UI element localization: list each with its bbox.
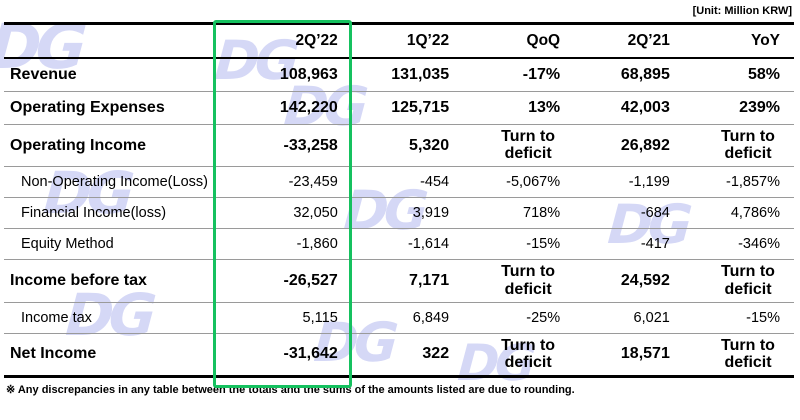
column-header-2q21: 2Q’21	[574, 23, 684, 59]
value-cell: Turn to deficit	[501, 336, 556, 371]
value-cell: 5,115	[302, 309, 338, 326]
table-row-operating-expenses: Operating Expenses 142,220 125,715 13% 4…	[4, 92, 794, 125]
column-header-blank	[4, 23, 222, 59]
value-cell: 125,715	[391, 99, 450, 116]
table-row-revenue: Revenue 108,963 131,035 -17% 68,895 58%	[4, 58, 794, 92]
header-row: 2Q’22 1Q’22 QoQ 2Q’21 YoY	[4, 23, 794, 59]
row-label: Equity Method	[21, 236, 114, 253]
value-cell: -15%	[526, 236, 561, 253]
value-cell: Turn to deficit	[721, 263, 775, 298]
unit-label: [Unit: Million KRW]	[692, 5, 792, 17]
table-row-income-tax: Income tax 5,115 6,849 -25% 6,021 -15%	[4, 302, 794, 334]
value-cell: -25%	[526, 309, 561, 326]
value-cell: -1,860	[296, 236, 338, 253]
value-cell: -26,527	[283, 271, 338, 289]
row-label: Net Income	[10, 345, 97, 363]
value-cell: 13%	[528, 99, 561, 116]
table-row-operating-income: Operating Income -33,258 5,320 Turn to d…	[4, 125, 794, 167]
row-label: Operating Income	[10, 136, 147, 154]
value-cell: 108,963	[279, 66, 338, 83]
row-label: Revenue	[10, 66, 77, 83]
value-cell: 68,895	[620, 66, 670, 83]
value-cell: 6,849	[412, 309, 450, 326]
column-header-2q22: 2Q’22	[221, 23, 352, 59]
value-cell: 4,786%	[730, 205, 780, 222]
row-label: Non-Operating Income(Loss)	[21, 174, 208, 191]
value-cell: 6,021	[633, 309, 670, 326]
value-cell: Turn to deficit	[501, 128, 556, 163]
value-cell: -33,258	[283, 136, 338, 154]
value-cell: 131,035	[391, 66, 450, 83]
value-cell: 5,320	[409, 136, 450, 154]
table-row-net-income: Net Income -31,642 322 Turn to deficit 1…	[4, 333, 794, 377]
value-cell: -1,614	[407, 236, 450, 253]
row-label: Income before tax	[10, 271, 147, 289]
table-row-income-before-tax: Income before tax -26,527 7,171 Turn to …	[4, 260, 794, 303]
value-cell: -5,067%	[506, 174, 561, 191]
value-cell: 142,220	[279, 99, 338, 116]
value-cell: -684	[640, 205, 670, 222]
table-row-financial-income: Financial Income(loss) 32,050 3,919 718%…	[4, 198, 794, 229]
value-cell: 24,592	[620, 271, 670, 289]
value-cell: -417	[640, 236, 670, 253]
value-cell: 7,171	[409, 271, 450, 289]
value-cell: Turn to deficit	[501, 263, 556, 298]
row-label: Income tax	[21, 309, 92, 326]
value-cell: -1,857%	[725, 174, 780, 191]
row-label: Operating Expenses	[10, 99, 165, 116]
value-cell: -454	[420, 174, 450, 191]
value-cell: 718%	[523, 205, 561, 222]
quarterly-results-table: 2Q’22 1Q’22 QoQ 2Q’21 YoY Revenue 108,96…	[4, 22, 794, 378]
column-header-yoy: YoY	[683, 23, 794, 59]
value-cell: Turn to deficit	[721, 128, 775, 163]
footnote: ※ Any discrepancies in any table between…	[6, 383, 575, 396]
value-cell: 32,050	[293, 205, 338, 222]
row-label: Financial Income(loss)	[21, 205, 167, 222]
value-cell: -346%	[738, 236, 780, 253]
value-cell: 58%	[747, 66, 780, 83]
value-cell: 322	[422, 345, 450, 363]
value-cell: 3,919	[412, 205, 450, 222]
value-cell: -31,642	[283, 345, 338, 363]
value-cell: Turn to deficit	[721, 336, 775, 371]
value-cell: -15%	[746, 309, 780, 326]
value-cell: -17%	[522, 66, 561, 83]
column-header-1q22: 1Q’22	[351, 23, 464, 59]
value-cell: 239%	[739, 99, 780, 116]
value-cell: -23,459	[288, 174, 338, 191]
column-header-qoq: QoQ	[463, 23, 575, 59]
value-cell: 18,571	[620, 345, 670, 363]
table-row-equity-method: Equity Method -1,860 -1,614 -15% -417 -3…	[4, 229, 794, 260]
value-cell: -1,199	[628, 174, 670, 191]
table-row-non-operating-income: Non-Operating Income(Loss) -23,459 -454 …	[4, 167, 794, 198]
value-cell: 42,003	[620, 99, 670, 116]
value-cell: 26,892	[620, 136, 670, 154]
